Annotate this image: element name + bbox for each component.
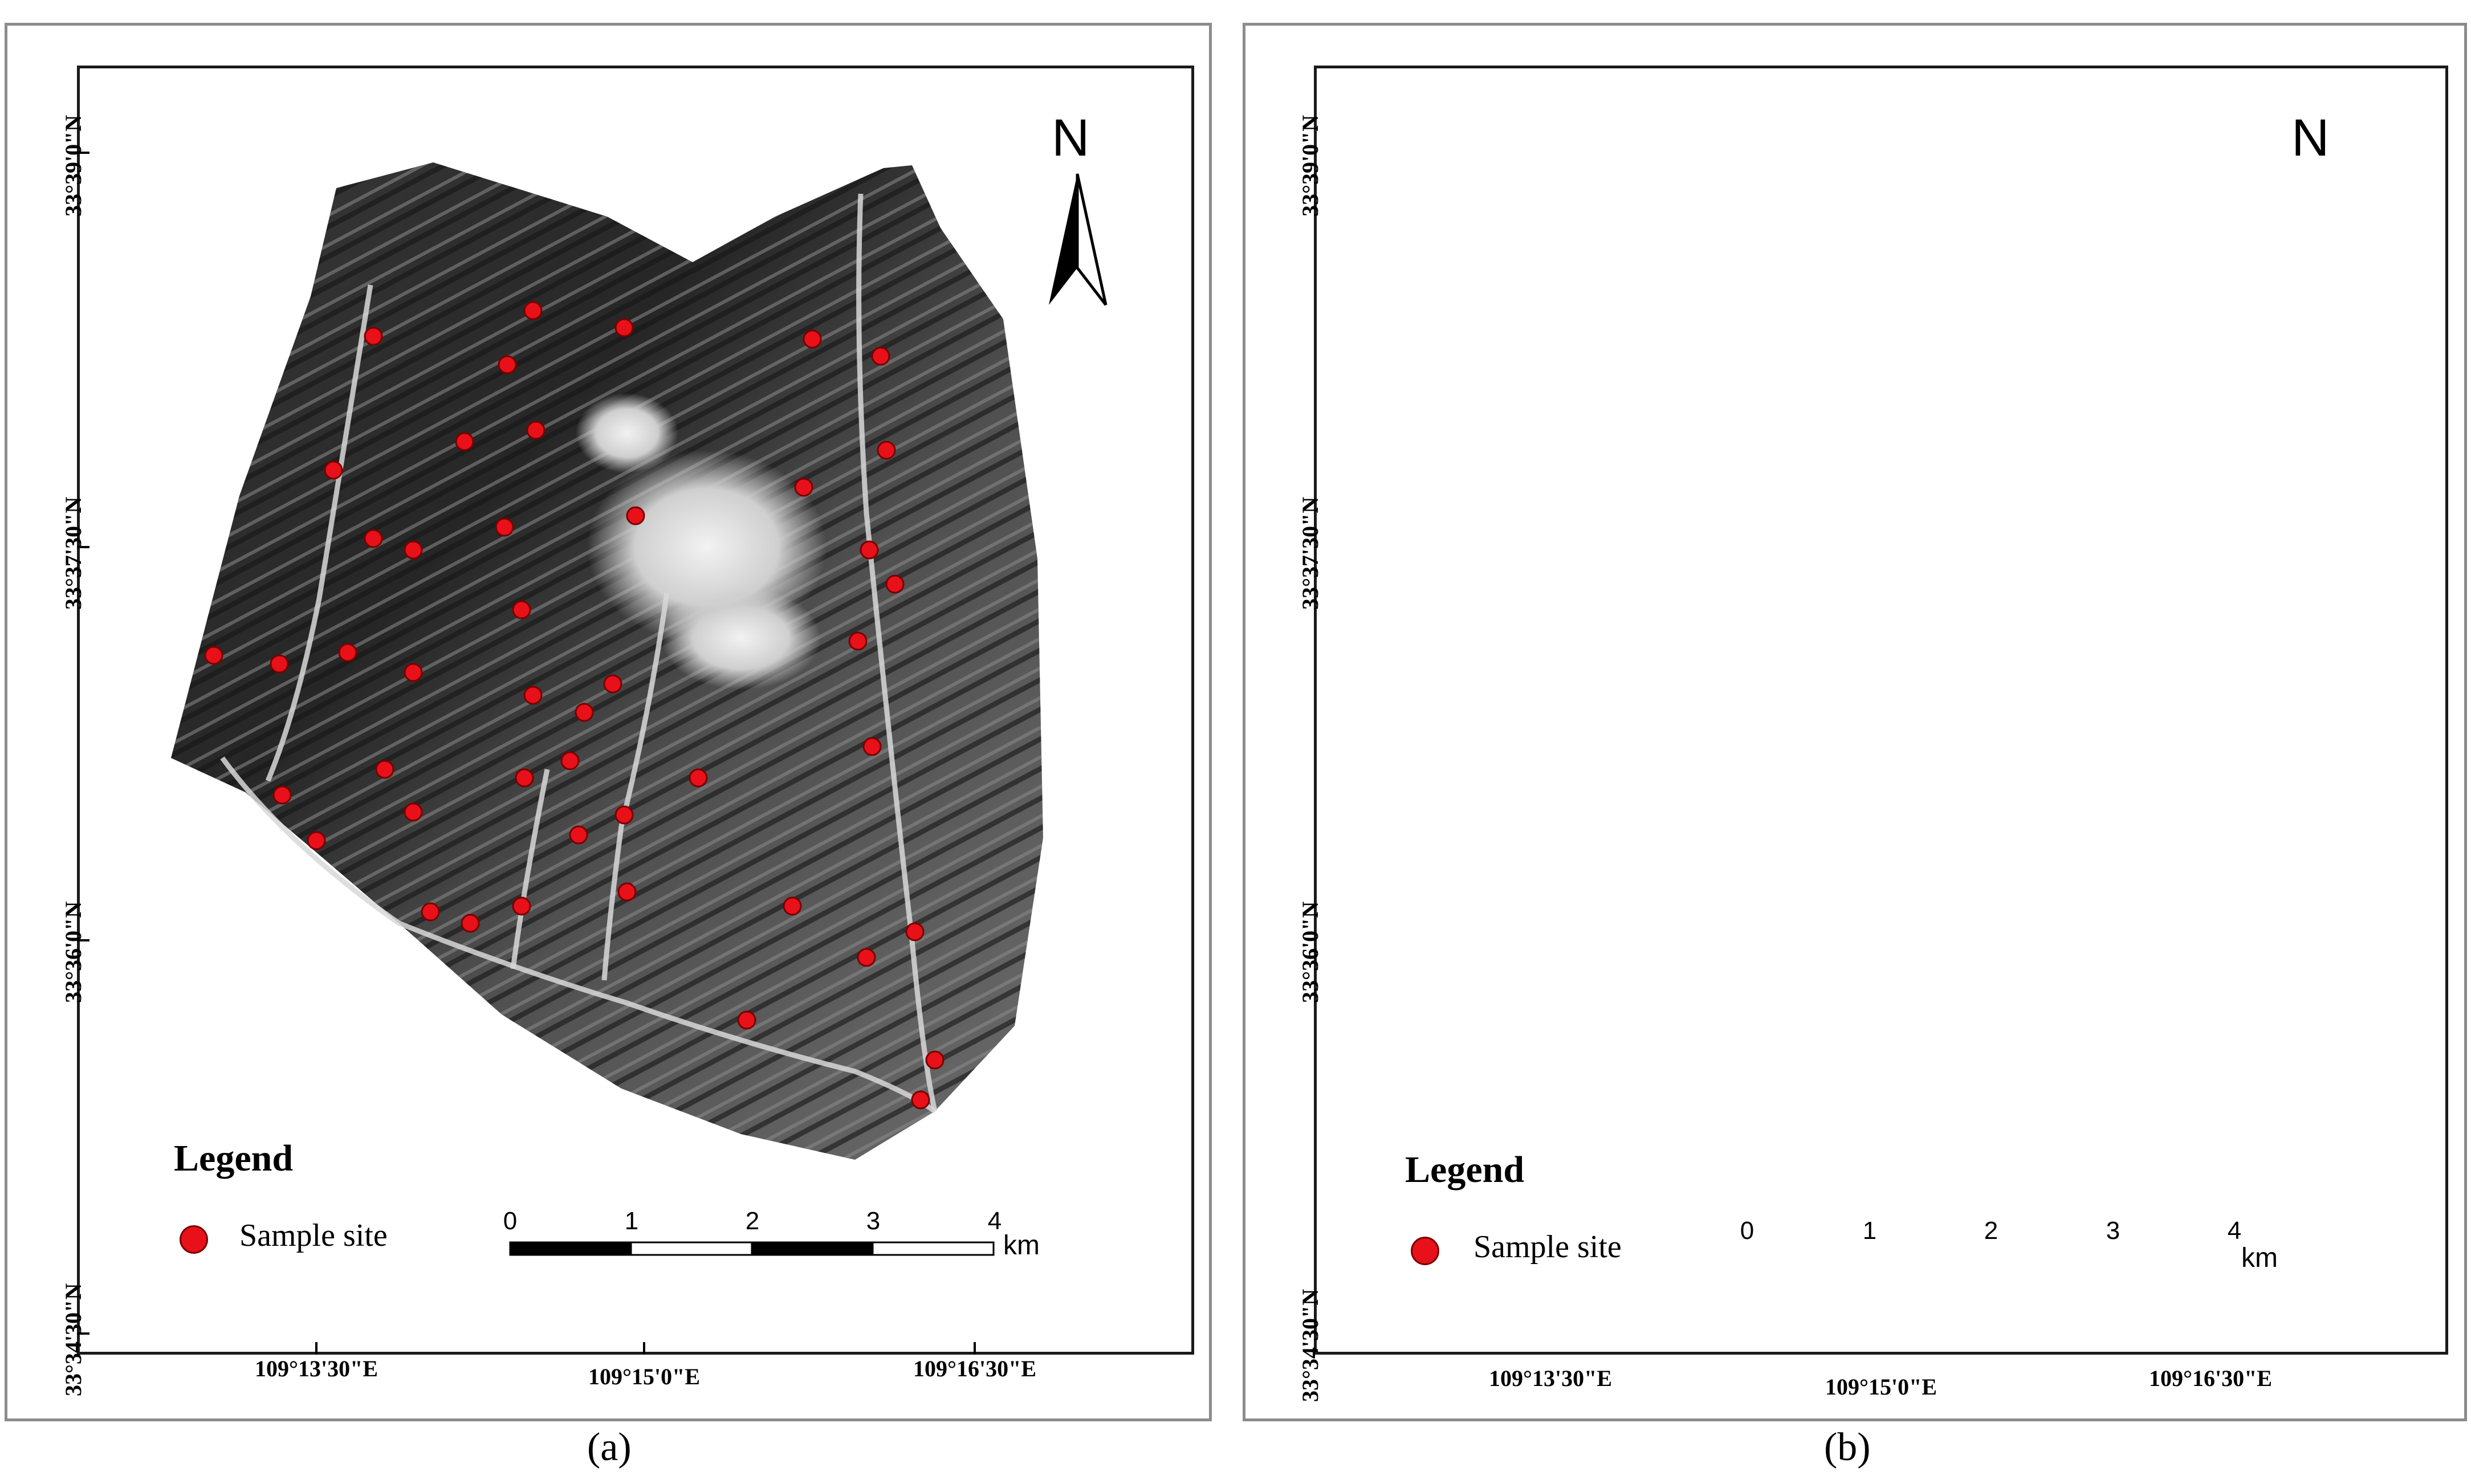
panel-b-scale-tick-2: 2	[1984, 1217, 1998, 1245]
panel-a-lat-label-1: 33°39'0"N	[60, 115, 86, 217]
panel-b-scale-tick-4: 4	[2227, 1217, 2242, 1245]
panel-a-sample-site-24	[523, 686, 543, 705]
panel-a-sample-site-45	[204, 646, 223, 665]
panel-a-sample-site-36	[617, 882, 637, 902]
panel-a-sample-site-18	[512, 600, 531, 619]
panel-a-sample-site-21	[338, 643, 357, 662]
panel-a-sample-site-34	[569, 825, 588, 845]
panel-a-sample-site-41	[857, 948, 876, 967]
panel-a-sample-site-9	[877, 441, 896, 460]
panel-a-bright-ridge	[576, 393, 678, 473]
panel-b-label: (b)	[1824, 1425, 1871, 1469]
panel-b-lat-label-3: 33°36'0"N	[1297, 901, 1323, 1003]
panel-a-scale-tick-1: 1	[624, 1207, 639, 1235]
panel-b-lon-label-3: 109°16'30"E	[2149, 1365, 2272, 1391]
panel-a-sample-site-33	[404, 802, 423, 822]
panel-a-north-label: N	[1052, 109, 1090, 167]
panel-b-legend-marker-icon	[1411, 1237, 1439, 1265]
panel-a-north-arrow-outline-icon	[1076, 173, 1108, 306]
panel-a-scale-tick-2: 2	[745, 1207, 760, 1235]
panel-b-scale-unit: km	[2241, 1243, 2278, 1273]
panel-a-stream-1	[265, 284, 373, 782]
panel-a-sample-site-29	[689, 768, 708, 788]
panel-b-lat-label-1: 33°39'0"N	[1297, 115, 1323, 217]
panel-a-sample-site-8	[455, 432, 474, 451]
panel-a-scale-tick-3: 3	[866, 1207, 881, 1235]
panel-a-sample-site-42	[737, 1010, 756, 1030]
panel-a-sample-site-27	[375, 760, 394, 779]
panel-a-lat-label-3: 33°36'0"N	[60, 901, 86, 1003]
panel-a-lat-label-2: 33°37'30"N	[60, 496, 86, 610]
panel-a-sample-site-16	[860, 540, 879, 560]
panel-a-sample-site-17	[885, 574, 905, 594]
panel-a-stream-2	[856, 193, 938, 1112]
panel-b-scale-tick-3: 3	[2106, 1217, 2120, 1245]
panel-a-sample-site-44	[911, 1090, 930, 1110]
panel-b-north-label: N	[2291, 109, 2330, 167]
panel-a-sample-site-32	[307, 831, 326, 850]
panel-a-sample-site-4	[803, 329, 822, 349]
panel-a-sample-site-39	[512, 896, 531, 916]
panel-a-scale-segment-3	[751, 1241, 874, 1256]
panel-a-sample-site-40	[905, 922, 925, 941]
panel-b-scale-tick-1: 1	[1862, 1217, 1877, 1245]
panel-a-sample-site-14	[364, 529, 383, 548]
panel-a-lon-label-2: 109°15'0"E	[588, 1364, 700, 1389]
panel-a-legend-marker-icon	[180, 1225, 208, 1254]
panel-a-sample-site-7	[526, 421, 546, 440]
panel-a-scale-tick-0: 0	[503, 1207, 518, 1235]
panel-a-sample-site-11	[794, 478, 813, 497]
panel-a-sample-site-15	[404, 540, 423, 560]
panel-a-terrain-ridges	[171, 162, 1043, 1160]
panel-a-scale-segment-2	[630, 1241, 753, 1256]
panel-a-label: (a)	[587, 1425, 632, 1469]
panel-a-sample-site-46	[783, 896, 802, 916]
panel-a-north-arrow-icon	[1049, 174, 1077, 305]
panel-a-sample-site-26	[560, 751, 580, 770]
panel-a-sample-site-5	[871, 346, 890, 366]
panel-a-legend-title: Legend	[174, 1138, 294, 1179]
panel-a-lon-label-3: 109°16'30"E	[913, 1356, 1036, 1381]
panel-a-sample-site-12	[626, 506, 645, 525]
panel-a-sample-site-22	[404, 663, 423, 682]
panel-b-map-frame	[1314, 66, 2448, 1355]
panel-b-legend-title: Legend	[1405, 1149, 1525, 1191]
panel-a-scale-tick-4: 4	[987, 1207, 1002, 1235]
panel-a-scale-segment-4	[872, 1241, 995, 1256]
panel-a-sample-site-13	[495, 517, 514, 537]
panel-b-lon-label-1: 109°13'30"E	[1489, 1365, 1612, 1391]
panel-a-stream-5	[510, 769, 550, 969]
panel-a-sample-site-30	[862, 737, 882, 756]
panel-a-sample-site-3	[614, 318, 634, 337]
panel-a-lat-label-4: 33°34'30"N	[60, 1283, 86, 1396]
panel-a-scale-unit: km	[1003, 1230, 1040, 1261]
panel-a-sample-site-20	[270, 654, 289, 674]
panel-a-scale-segment-1	[509, 1241, 632, 1256]
panel-a-sample-site-10	[324, 460, 343, 480]
panel-b-lon-label-2: 109°15'0"E	[1825, 1374, 1937, 1400]
panel-a-sample-site-31	[272, 785, 292, 805]
panel-a-sample-site-28	[515, 768, 534, 788]
panel-a-lon-label-1: 109°13'30"E	[255, 1356, 378, 1381]
panel-a-sample-site-35	[614, 805, 634, 825]
panel-a-sample-site-38	[461, 914, 480, 933]
panel-a-sample-site-25	[575, 703, 594, 722]
panel-b-lat-label-2: 33°37'30"N	[1297, 496, 1323, 610]
panel-a-legend-item: Sample site	[239, 1218, 388, 1253]
panel-a-sample-site-2	[523, 301, 543, 320]
panel-a-sample-site-23	[603, 674, 622, 694]
panel-a-sample-site-37	[421, 902, 440, 922]
panel-a-sample-site-43	[925, 1050, 945, 1070]
panel-a-bright-slope	[661, 587, 821, 690]
panel-a-sample-site-1	[364, 327, 383, 346]
panel-a-stream-3	[220, 756, 937, 1114]
panel-a-sample-site-19	[848, 631, 868, 651]
panel-b-lat-label-4: 33°34'30"N	[1297, 1289, 1323, 1402]
panel-b-legend-item: Sample site	[1473, 1229, 1622, 1265]
panel-b-scale-tick-0: 0	[1740, 1217, 1754, 1245]
panel-a-sample-site-6	[498, 355, 517, 374]
